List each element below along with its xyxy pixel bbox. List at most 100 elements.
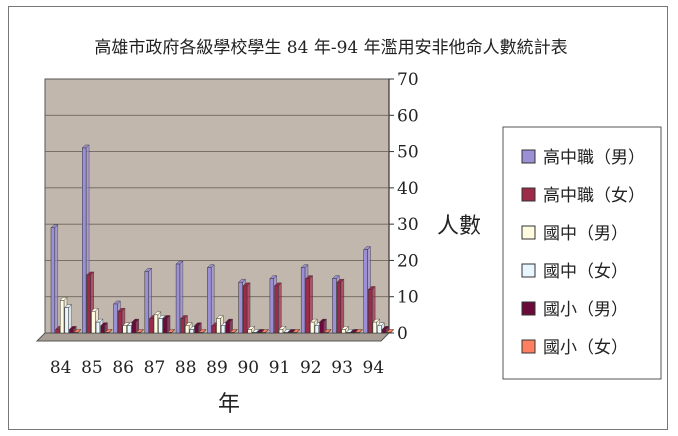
bar-front <box>131 321 136 334</box>
bar-front <box>158 318 163 334</box>
bar-front <box>346 332 351 334</box>
bar-front <box>269 278 274 334</box>
bar <box>206 264 215 334</box>
bar <box>131 318 140 334</box>
plot-area: 0 10 20 30 40 50 60 70 84 85 86 87 88 89 90 91 92 93 94 <box>35 70 419 378</box>
legend-swatch <box>521 339 536 354</box>
bar-front <box>323 332 329 334</box>
legend-label: 國中（女） <box>543 262 628 282</box>
bar-front <box>167 332 172 334</box>
bar-side <box>340 278 345 334</box>
bar-front <box>230 332 235 334</box>
bar <box>229 328 238 334</box>
bar-front <box>127 325 132 334</box>
x-tick-label: 91 <box>269 358 291 378</box>
bar-front <box>180 318 185 334</box>
y-tick-label: 10 <box>397 288 419 308</box>
bar <box>225 318 234 334</box>
x-tick-label: 84 <box>50 358 72 378</box>
bar-front <box>69 329 74 334</box>
bar-front <box>225 321 230 334</box>
y-tick-label: 50 <box>397 143 419 163</box>
bar-front <box>82 147 87 334</box>
legend: 高中職（男） 高中職（女） 國中（男） 國中（女） 國小（男） 國小（女） <box>502 126 662 380</box>
bar-front <box>242 285 248 334</box>
bar-front <box>198 332 204 334</box>
bar <box>64 304 73 334</box>
legend-swatch <box>521 187 536 202</box>
bar-front <box>149 318 154 334</box>
bar <box>162 315 171 334</box>
legend-swatch <box>521 149 536 164</box>
chart-canvas: 高雄市政府各級學校學生 84 年-94 年濫用安非他命人數統計表 0 10 20 30… <box>35 38 662 417</box>
bar <box>136 328 144 334</box>
bar-front <box>216 318 221 334</box>
bar <box>242 282 251 334</box>
bar-front <box>386 332 391 334</box>
bar-front <box>256 332 262 334</box>
bar-front <box>372 321 377 334</box>
bar-front <box>162 318 168 334</box>
bar-front <box>274 285 279 334</box>
bar-front <box>55 329 60 334</box>
bar <box>354 328 363 334</box>
bar-front <box>91 310 96 334</box>
bar <box>336 278 345 334</box>
bar-front <box>194 325 199 334</box>
legend-item: 國小（女） <box>521 338 628 358</box>
bar <box>283 328 291 334</box>
legend-swatch <box>521 301 536 316</box>
bar <box>274 282 282 334</box>
bar-front <box>252 332 257 334</box>
bar <box>167 328 176 334</box>
bar-front <box>336 281 342 334</box>
x-axis-label: 年 <box>218 392 240 417</box>
bar-front <box>175 263 181 334</box>
bar-front <box>305 278 310 334</box>
bar-side <box>278 282 282 334</box>
x-tick-label: 93 <box>331 358 353 378</box>
bar-front <box>288 332 293 334</box>
x-tick-label: 85 <box>81 358 103 378</box>
bar-side <box>54 224 58 334</box>
bar <box>345 328 354 334</box>
bar-front <box>211 325 217 334</box>
bar-front <box>319 321 324 334</box>
bar <box>305 275 314 334</box>
bar <box>292 328 301 334</box>
bar-front <box>238 281 243 334</box>
bar-front <box>122 325 127 334</box>
bar-front <box>283 332 288 334</box>
bar-front <box>247 329 252 334</box>
legend-label: 高中職（女） <box>543 186 645 206</box>
legend-box <box>502 126 662 380</box>
x-tick-label: 94 <box>363 358 385 378</box>
bar-front <box>50 227 56 334</box>
legend-item: 國中（男） <box>521 224 628 244</box>
bar-front <box>185 325 190 334</box>
bar <box>50 224 59 334</box>
legend-item: 國小（男） <box>521 300 628 320</box>
x-tick-label: 92 <box>300 358 322 378</box>
bar-front <box>314 325 320 334</box>
bar <box>319 318 327 334</box>
bar-front <box>73 332 79 334</box>
bar-front <box>207 267 212 334</box>
bar-front <box>278 329 284 334</box>
y-tick-label: 60 <box>397 106 419 126</box>
legend-item: 國中（女） <box>521 262 628 282</box>
bar-front <box>189 329 194 334</box>
bar-front <box>144 271 149 334</box>
bar <box>198 328 207 334</box>
bar-side <box>246 282 251 334</box>
legend-label: 國中（男） <box>543 224 628 244</box>
bar <box>386 328 395 334</box>
bar-front <box>64 307 69 334</box>
bar-front <box>341 329 346 334</box>
chart-title: 高雄市政府各級學校學生 84 年-94 年濫用安非他命人數統計表 <box>94 38 567 58</box>
plot-back-wall <box>44 78 390 334</box>
bar <box>261 328 269 334</box>
x-tick-label: 86 <box>112 358 134 378</box>
bar <box>104 328 113 334</box>
chart-frame: 高雄市政府各級學校學生 84 年-94 年濫用安非他命人數統計表 0 10 20 30… <box>8 6 668 430</box>
